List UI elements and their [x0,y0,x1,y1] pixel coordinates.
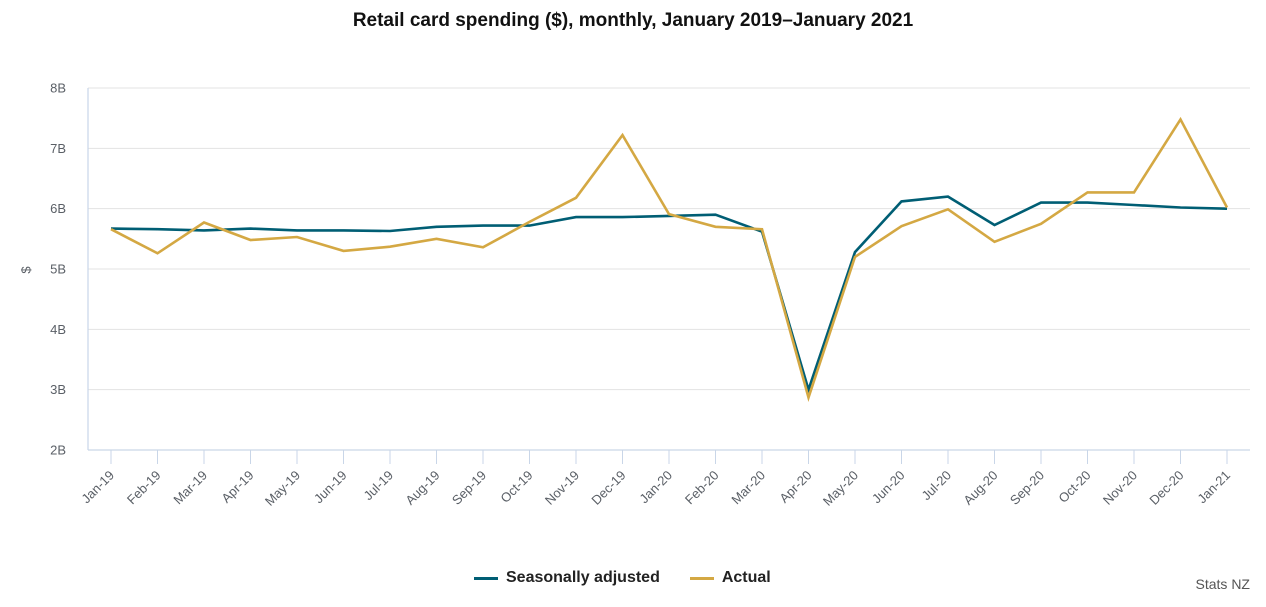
x-tick-label: Oct-19 [497,468,535,506]
data-point[interactable] [1222,202,1232,212]
x-tick-label: Jan-19 [78,468,117,507]
x-tick-label: Feb-20 [682,468,722,508]
data-point[interactable] [292,232,302,242]
y-tick-label: 3B [50,382,66,397]
legend-item-actual[interactable]: Actual [689,569,771,587]
x-tick-label: May-20 [820,468,861,509]
data-point[interactable] [711,210,721,220]
data-point[interactable] [943,192,953,202]
legend-swatch-actual [689,576,714,580]
y-tick-label: 8B [50,80,66,95]
legend: Seasonally adjusted Actual [474,569,801,587]
legend-swatch-seasonally-adjusted [474,576,498,580]
data-point[interactable] [711,222,721,232]
data-point[interactable] [1129,187,1139,197]
data-point[interactable] [478,242,488,252]
data-point[interactable] [153,248,163,258]
y-axis-ticks: 2B 3B 4B 5B 6B 7B 8B [50,80,66,457]
x-tick-label: Apr-20 [776,468,814,506]
data-point[interactable] [478,221,488,231]
series-lines [106,114,1232,403]
data-point[interactable] [246,235,256,245]
x-tick-label: Aug-20 [960,468,1000,508]
data-point[interactable] [246,224,256,234]
x-tick-label: Sep-20 [1007,468,1047,508]
data-point[interactable] [1176,114,1186,124]
source-credit: Stats NZ [1195,576,1250,592]
gridlines [88,87,1250,391]
x-tick-label: Mar-19 [170,468,210,508]
legend-item-seasonally-adjusted[interactable]: Seasonally adjusted [474,569,660,587]
series-line-seasonally-adjusted [110,195,1228,395]
data-point[interactable] [804,393,814,403]
y-tick-label: 7B [50,141,66,156]
x-tick-label: Dec-19 [588,468,628,508]
data-point[interactable] [943,204,953,214]
data-point[interactable] [1083,187,1093,197]
data-point[interactable] [897,221,907,231]
data-point[interactable] [850,252,860,262]
x-tick-label: Apr-19 [218,468,256,506]
data-point[interactable] [990,220,1000,230]
data-point[interactable] [1129,200,1139,210]
data-point[interactable] [618,212,628,222]
data-point[interactable] [757,224,767,234]
y-tick-label: 4B [50,322,66,337]
x-tick-label: Nov-20 [1100,468,1140,508]
x-axis-ticks: Jan-19 Feb-19 Mar-19 Apr-19 May-19 Jun-19 Jul-… [78,450,1233,509]
x-tick-label: Jun-19 [311,468,350,507]
data-point[interactable] [525,217,535,227]
y-tick-label: 5B [50,261,66,276]
x-tick-label: Oct-20 [1055,468,1093,506]
data-point[interactable] [664,209,674,219]
x-tick-label: May-19 [262,468,303,509]
data-point[interactable] [199,218,209,228]
data-point[interactable] [618,130,628,140]
x-tick-label: Jul-19 [360,468,396,504]
data-point[interactable] [432,234,442,244]
data-point[interactable] [990,237,1000,247]
x-tick-label: Jan-21 [1194,468,1233,507]
x-tick-label: Jul-20 [918,468,954,504]
series-line-actual [110,116,1229,402]
data-point[interactable] [1083,198,1093,208]
data-point[interactable] [571,193,581,203]
y-axis-label: $ [18,266,33,274]
data-point[interactable] [571,212,581,222]
data-point[interactable] [153,224,163,234]
x-tick-label: Jan-20 [636,468,675,507]
x-tick-label: Jun-20 [869,468,908,507]
data-point[interactable] [339,246,349,256]
data-point[interactable] [385,242,395,252]
data-point[interactable] [106,224,116,234]
x-tick-label: Nov-19 [542,468,582,508]
y-tick-label: 2B [50,442,66,457]
x-tick-label: Mar-20 [728,468,768,508]
x-tick-label: Aug-19 [402,468,442,508]
data-point[interactable] [1036,198,1046,208]
legend-label: Actual [721,569,771,586]
legend-label: Seasonally adjusted [506,569,660,586]
data-point[interactable] [1036,219,1046,229]
chart-title: Retail card spending ($), monthly, Janua… [352,10,914,31]
data-point[interactable] [1176,202,1186,212]
data-point[interactable] [385,226,395,236]
data-point[interactable] [897,196,907,206]
data-point[interactable] [432,222,442,232]
x-tick-label: Sep-19 [449,468,489,508]
data-point[interactable] [339,225,349,235]
y-tick-label: 6B [50,201,66,216]
x-tick-label: Dec-20 [1146,468,1186,508]
x-tick-label: Feb-19 [124,468,164,508]
